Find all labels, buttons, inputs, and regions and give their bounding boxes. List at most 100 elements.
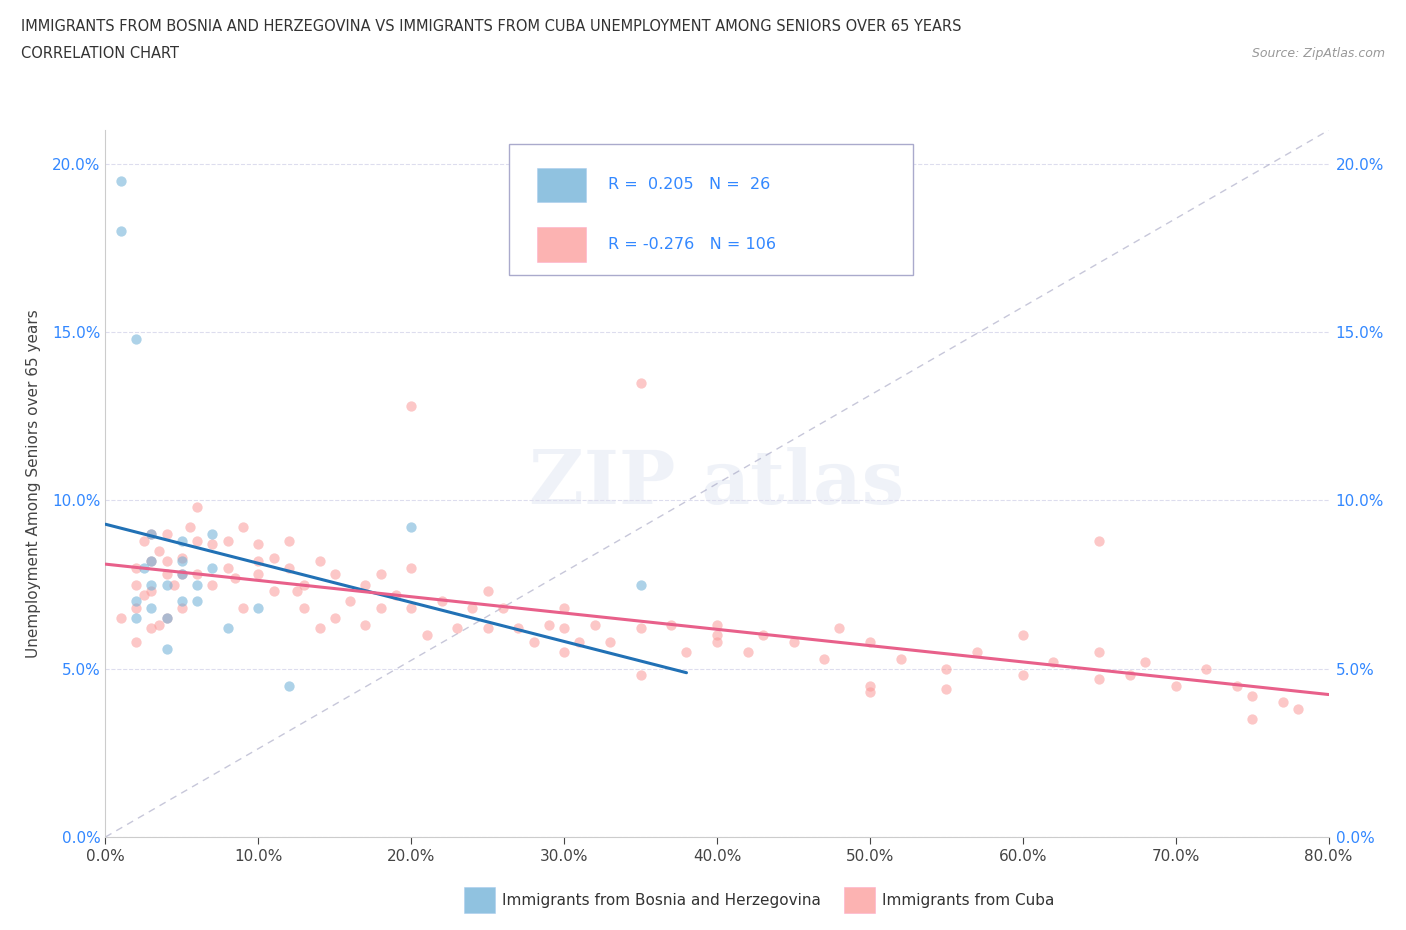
Point xyxy=(323,611,346,626)
Point xyxy=(401,601,423,616)
Point xyxy=(201,578,224,592)
Point xyxy=(217,534,239,549)
Point xyxy=(706,628,728,643)
Point xyxy=(859,684,882,699)
Point xyxy=(430,594,453,609)
Point xyxy=(125,578,148,592)
Point xyxy=(308,621,330,636)
Point xyxy=(859,634,882,649)
Point xyxy=(1088,534,1111,549)
Point xyxy=(125,560,148,575)
Point xyxy=(630,375,652,390)
Text: Source: ZipAtlas.com: Source: ZipAtlas.com xyxy=(1251,46,1385,60)
Point xyxy=(132,560,155,575)
Point xyxy=(141,526,163,541)
Point xyxy=(859,678,882,693)
Point xyxy=(935,682,957,697)
Point xyxy=(935,661,957,676)
Point xyxy=(630,621,652,636)
Text: R =  0.205   N =  26: R = 0.205 N = 26 xyxy=(609,178,770,193)
Text: R = -0.276   N = 106: R = -0.276 N = 106 xyxy=(609,237,776,252)
Point xyxy=(155,578,177,592)
Point xyxy=(186,567,208,582)
Point xyxy=(1164,678,1187,693)
Point xyxy=(568,634,591,649)
FancyBboxPatch shape xyxy=(509,144,912,275)
Point xyxy=(247,567,270,582)
Point xyxy=(385,587,408,602)
Point xyxy=(323,567,346,582)
Point xyxy=(110,224,132,239)
Point xyxy=(141,553,163,568)
Point xyxy=(170,594,193,609)
Point xyxy=(217,621,239,636)
Point xyxy=(630,668,652,683)
Point xyxy=(1286,701,1309,716)
Point xyxy=(141,621,163,636)
Point xyxy=(148,618,170,632)
Point xyxy=(599,634,621,649)
Point xyxy=(553,621,575,636)
Text: Immigrants from Cuba: Immigrants from Cuba xyxy=(882,893,1054,908)
Point xyxy=(553,644,575,659)
Point xyxy=(263,551,285,565)
Point xyxy=(537,618,560,632)
Point xyxy=(132,534,155,549)
Point xyxy=(141,601,163,616)
Point xyxy=(278,560,301,575)
Point xyxy=(1119,668,1142,683)
Point xyxy=(706,634,728,649)
Point xyxy=(163,578,186,592)
Point xyxy=(201,560,224,575)
Point xyxy=(1011,668,1033,683)
FancyBboxPatch shape xyxy=(537,227,586,261)
Point xyxy=(125,634,148,649)
Point xyxy=(461,601,484,616)
Point xyxy=(1241,688,1264,703)
Point xyxy=(110,611,132,626)
Point xyxy=(125,331,148,346)
Point xyxy=(186,499,208,514)
Point xyxy=(278,678,301,693)
Point xyxy=(125,601,148,616)
Point xyxy=(401,560,423,575)
Point xyxy=(155,641,177,656)
Point xyxy=(828,621,851,636)
Point xyxy=(706,618,728,632)
Point xyxy=(370,567,392,582)
Point xyxy=(523,634,546,649)
Point xyxy=(170,534,193,549)
Point xyxy=(247,553,270,568)
Point xyxy=(813,651,835,666)
Point xyxy=(155,611,177,626)
Point xyxy=(170,551,193,565)
Point xyxy=(186,534,208,549)
Point xyxy=(141,584,163,599)
Point xyxy=(659,618,682,632)
Point xyxy=(492,601,515,616)
Point xyxy=(132,587,155,602)
Point xyxy=(354,618,377,632)
Point xyxy=(155,567,177,582)
Point xyxy=(553,601,575,616)
Point xyxy=(232,601,254,616)
Text: Immigrants from Bosnia and Herzegovina: Immigrants from Bosnia and Herzegovina xyxy=(502,893,821,908)
Point xyxy=(224,570,246,585)
Point xyxy=(1088,644,1111,659)
Point xyxy=(1226,678,1249,693)
Point xyxy=(201,526,224,541)
Text: ZIP atlas: ZIP atlas xyxy=(530,447,904,520)
Point xyxy=(247,601,270,616)
Text: CORRELATION CHART: CORRELATION CHART xyxy=(21,46,179,61)
Point xyxy=(232,520,254,535)
Point xyxy=(354,578,377,592)
Point xyxy=(675,644,697,659)
Point xyxy=(508,621,530,636)
Point xyxy=(477,621,499,636)
Point xyxy=(170,567,193,582)
Text: IMMIGRANTS FROM BOSNIA AND HERZEGOVINA VS IMMIGRANTS FROM CUBA UNEMPLOYMENT AMON: IMMIGRANTS FROM BOSNIA AND HERZEGOVINA V… xyxy=(21,19,962,33)
Point xyxy=(179,520,201,535)
Point xyxy=(1241,711,1264,726)
Point xyxy=(415,628,437,643)
Point xyxy=(782,634,804,649)
